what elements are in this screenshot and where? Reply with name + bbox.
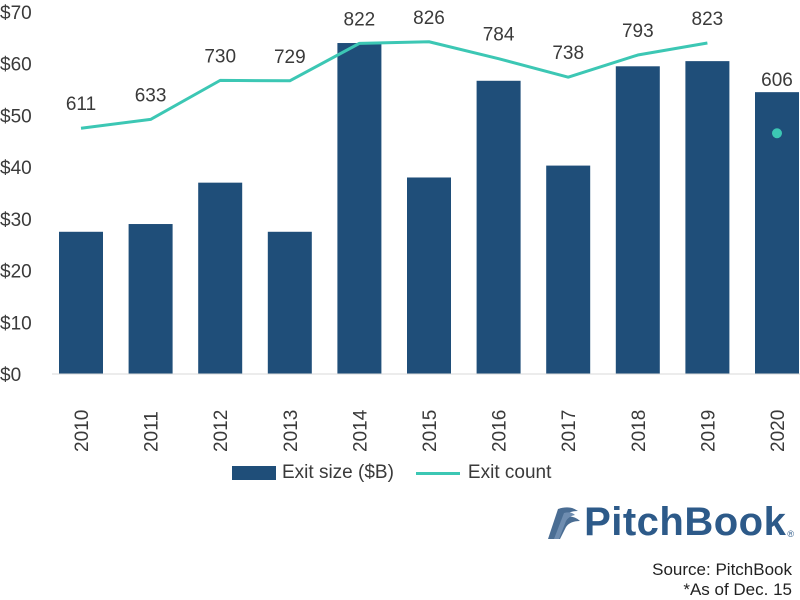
data-label-exit-count: 606 <box>761 70 793 91</box>
y-tick-label: $30 <box>0 210 32 231</box>
data-label-exit-count: 822 <box>344 9 376 30</box>
x-tick-label: 2013 <box>281 410 302 452</box>
logo-wordmark: PitchBook <box>584 500 787 544</box>
bar-exit-size <box>615 66 660 375</box>
as-of-note: *As of Dec. 15 <box>683 580 792 599</box>
y-tick-label: $60 <box>0 55 32 76</box>
pitchbook-logo: PitchBook ® <box>544 500 794 545</box>
data-label-exit-count: 611 <box>66 94 96 115</box>
x-tick-label: 2014 <box>350 409 371 452</box>
data-labels: 611 633 730 729 822 826 784 738 793 823 606 <box>66 8 793 115</box>
bar-exit-size <box>59 231 103 374</box>
data-label-exit-count: 793 <box>622 21 654 42</box>
legend: Exit size ($B) Exit count <box>232 462 551 484</box>
bar-exit-size <box>546 165 591 374</box>
x-tick-label: 2018 <box>629 410 650 452</box>
point-exit-count <box>772 128 782 139</box>
y-tick-label: $20 <box>0 262 32 283</box>
y-tick-label: $50 <box>0 106 32 127</box>
x-tick-label: 2011 <box>142 411 163 452</box>
x-tick-label: 2010 <box>72 410 93 452</box>
bar-exit-size <box>685 61 730 374</box>
bar-series <box>59 43 799 375</box>
x-tick-label: 2017 <box>559 410 580 452</box>
data-label-exit-count: 826 <box>413 8 445 29</box>
legend-swatch-exit-size <box>232 466 276 480</box>
x-tick-label: 2012 <box>211 410 232 452</box>
y-tick-label: $0 <box>0 365 21 386</box>
legend-swatch-exit-count <box>415 471 460 475</box>
data-label-exit-count: 730 <box>204 46 236 67</box>
line-series <box>80 40 782 139</box>
bar-exit-size <box>198 182 243 374</box>
y-tick-label: $10 <box>0 313 32 334</box>
bar-exit-size <box>407 177 451 374</box>
line-exit-count <box>80 40 708 130</box>
data-label-exit-count: 729 <box>274 47 306 68</box>
data-label-exit-count: 738 <box>552 43 584 64</box>
x-tick-label: 2015 <box>420 410 441 452</box>
bar-exit-size <box>128 224 173 374</box>
source-line: Source: PitchBook <box>652 560 792 579</box>
bar-exit-size <box>337 43 382 375</box>
x-tick-label: 2019 <box>698 410 719 452</box>
y-tick-label: $40 <box>0 158 32 179</box>
legend-label-exit-size: Exit size ($B) <box>282 462 394 483</box>
y-axis: $0 $10 $20 $30 $40 $50 $60 $70 <box>0 3 32 386</box>
logo-registered-mark: ® <box>787 529 794 539</box>
bar-exit-size <box>267 231 312 374</box>
data-label-exit-count: 784 <box>483 25 515 46</box>
legend-label-exit-count: Exit count <box>467 462 552 483</box>
data-label-exit-count: 633 <box>135 85 167 106</box>
bar-exit-size <box>476 80 521 374</box>
x-tick-label: 2016 <box>490 410 511 452</box>
y-tick-label: $70 <box>0 3 32 24</box>
x-tick-label: 2020 <box>768 410 789 452</box>
data-label-exit-count: 823 <box>692 9 724 30</box>
pitchbook-logo-mark-icon <box>548 506 581 539</box>
bar-exit-size <box>755 92 799 375</box>
x-axis: 2010 2011 2012 2013 2014 2015 2016 2017 2018 2019… <box>72 409 789 452</box>
source-note: Source: PitchBook *As of Dec. 15 <box>652 560 792 600</box>
